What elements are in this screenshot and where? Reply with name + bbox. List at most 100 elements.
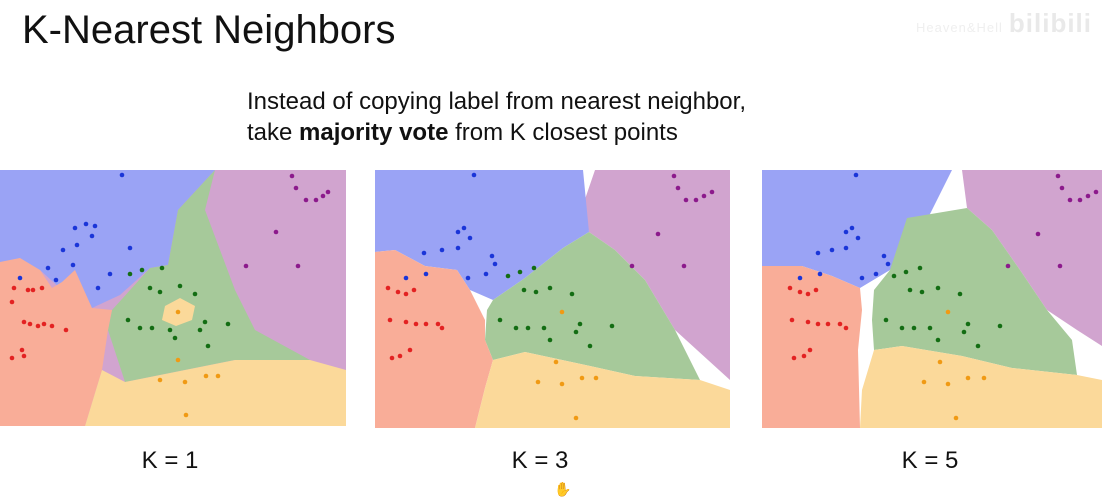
green-training-point — [137, 325, 143, 331]
red-training-point — [9, 355, 15, 361]
purple-training-point — [671, 173, 677, 179]
subtitle-text: take — [247, 119, 300, 146]
green-training-point — [587, 343, 593, 349]
green-training-point — [569, 291, 575, 297]
red-training-point — [413, 321, 419, 327]
purple-training-point — [303, 197, 309, 203]
yellow-training-point — [559, 309, 565, 315]
red-training-point — [843, 325, 849, 331]
blue-training-point — [74, 242, 80, 248]
red-training-point — [39, 285, 45, 291]
yellow-training-point — [965, 375, 971, 381]
green-training-point — [159, 265, 165, 271]
purple-training-point — [1055, 173, 1061, 179]
green-training-point — [139, 267, 145, 273]
green-training-point — [883, 317, 889, 323]
purple-training-point — [629, 263, 635, 269]
hand-cursor-icon: ✋ — [554, 481, 572, 497]
yellow-training-point — [921, 379, 927, 385]
region-green — [108, 170, 310, 382]
red-training-point — [21, 319, 27, 325]
blue-training-point — [829, 247, 835, 253]
region-yellow — [475, 352, 730, 428]
region-blue — [762, 170, 952, 288]
red-training-point — [63, 327, 69, 333]
watermark-faint-text: Heaven&Hell — [916, 20, 1003, 35]
green-training-point — [517, 269, 523, 275]
green-training-point — [167, 327, 173, 333]
red-training-point — [813, 287, 819, 293]
green-training-point — [917, 265, 923, 271]
red-training-point — [407, 347, 413, 353]
yellow-training-point — [182, 379, 188, 385]
red-training-point — [9, 299, 15, 305]
blue-training-point — [421, 250, 427, 256]
yellow-training-point — [157, 377, 163, 383]
region-yellow — [860, 346, 1102, 428]
subtitle-text: from K closest points — [448, 119, 678, 146]
red-training-point — [789, 317, 795, 323]
purple-training-point — [709, 189, 715, 195]
yellow-training-point — [945, 309, 951, 315]
blue-training-point — [467, 235, 473, 241]
green-training-point — [975, 343, 981, 349]
red-training-point — [411, 287, 417, 293]
bilibili-logo: bilibili — [1008, 8, 1092, 38]
green-training-point — [157, 289, 163, 295]
red-training-point — [805, 291, 811, 297]
blue-training-point — [885, 261, 891, 267]
blue-training-point — [843, 245, 849, 251]
green-training-point — [899, 325, 905, 331]
red-training-point — [21, 353, 27, 359]
blue-training-point — [817, 271, 823, 277]
green-training-point — [125, 317, 131, 323]
green-training-point — [513, 325, 519, 331]
yellow-training-point — [203, 373, 209, 379]
blue-training-point — [423, 271, 429, 277]
subtitle-line-2: take majority vote from K closest points — [247, 117, 746, 148]
green-training-point — [961, 329, 967, 335]
blue-training-point — [72, 225, 78, 231]
yellow-training-point — [937, 359, 943, 365]
blue-training-point — [881, 253, 887, 259]
red-training-point — [825, 321, 831, 327]
blue-training-point — [855, 235, 861, 241]
green-training-point — [911, 325, 917, 331]
subtitle-emphasis: majority vote — [299, 119, 449, 146]
green-training-point — [205, 343, 211, 349]
blue-training-point — [60, 247, 66, 253]
purple-training-point — [1059, 185, 1065, 191]
yellow-training-point — [559, 381, 565, 387]
blue-training-point — [471, 172, 477, 178]
purple-training-point — [655, 231, 661, 237]
green-training-point — [919, 289, 925, 295]
red-training-point — [25, 287, 31, 293]
yellow-training-point — [175, 309, 181, 315]
blue-training-point — [483, 271, 489, 277]
region-green — [485, 232, 700, 380]
purple-training-point — [289, 173, 295, 179]
blue-training-point — [83, 221, 89, 227]
knn-panel-k5 — [762, 170, 1102, 428]
green-training-point — [957, 291, 963, 297]
k-label-3: K = 3 — [511, 447, 569, 474]
purple-training-point — [313, 197, 319, 203]
green-training-point — [497, 317, 503, 323]
green-training-point — [891, 273, 897, 279]
red-training-point — [435, 321, 441, 327]
red-training-point — [439, 325, 445, 331]
yellow-training-point — [175, 357, 181, 363]
blue-training-point — [119, 172, 125, 178]
purple-training-point — [273, 229, 279, 235]
blue-training-point — [107, 271, 113, 277]
purple-training-point — [1093, 189, 1099, 195]
red-training-point — [27, 321, 33, 327]
purple-training-point — [1057, 263, 1063, 269]
blue-training-point — [492, 261, 498, 267]
blue-training-point — [95, 285, 101, 291]
purple-training-point — [295, 263, 301, 269]
green-training-point — [202, 319, 208, 325]
slide-title: K-Nearest Neighbors — [22, 8, 396, 52]
purple-training-point — [325, 189, 331, 195]
blue-training-point — [873, 271, 879, 277]
